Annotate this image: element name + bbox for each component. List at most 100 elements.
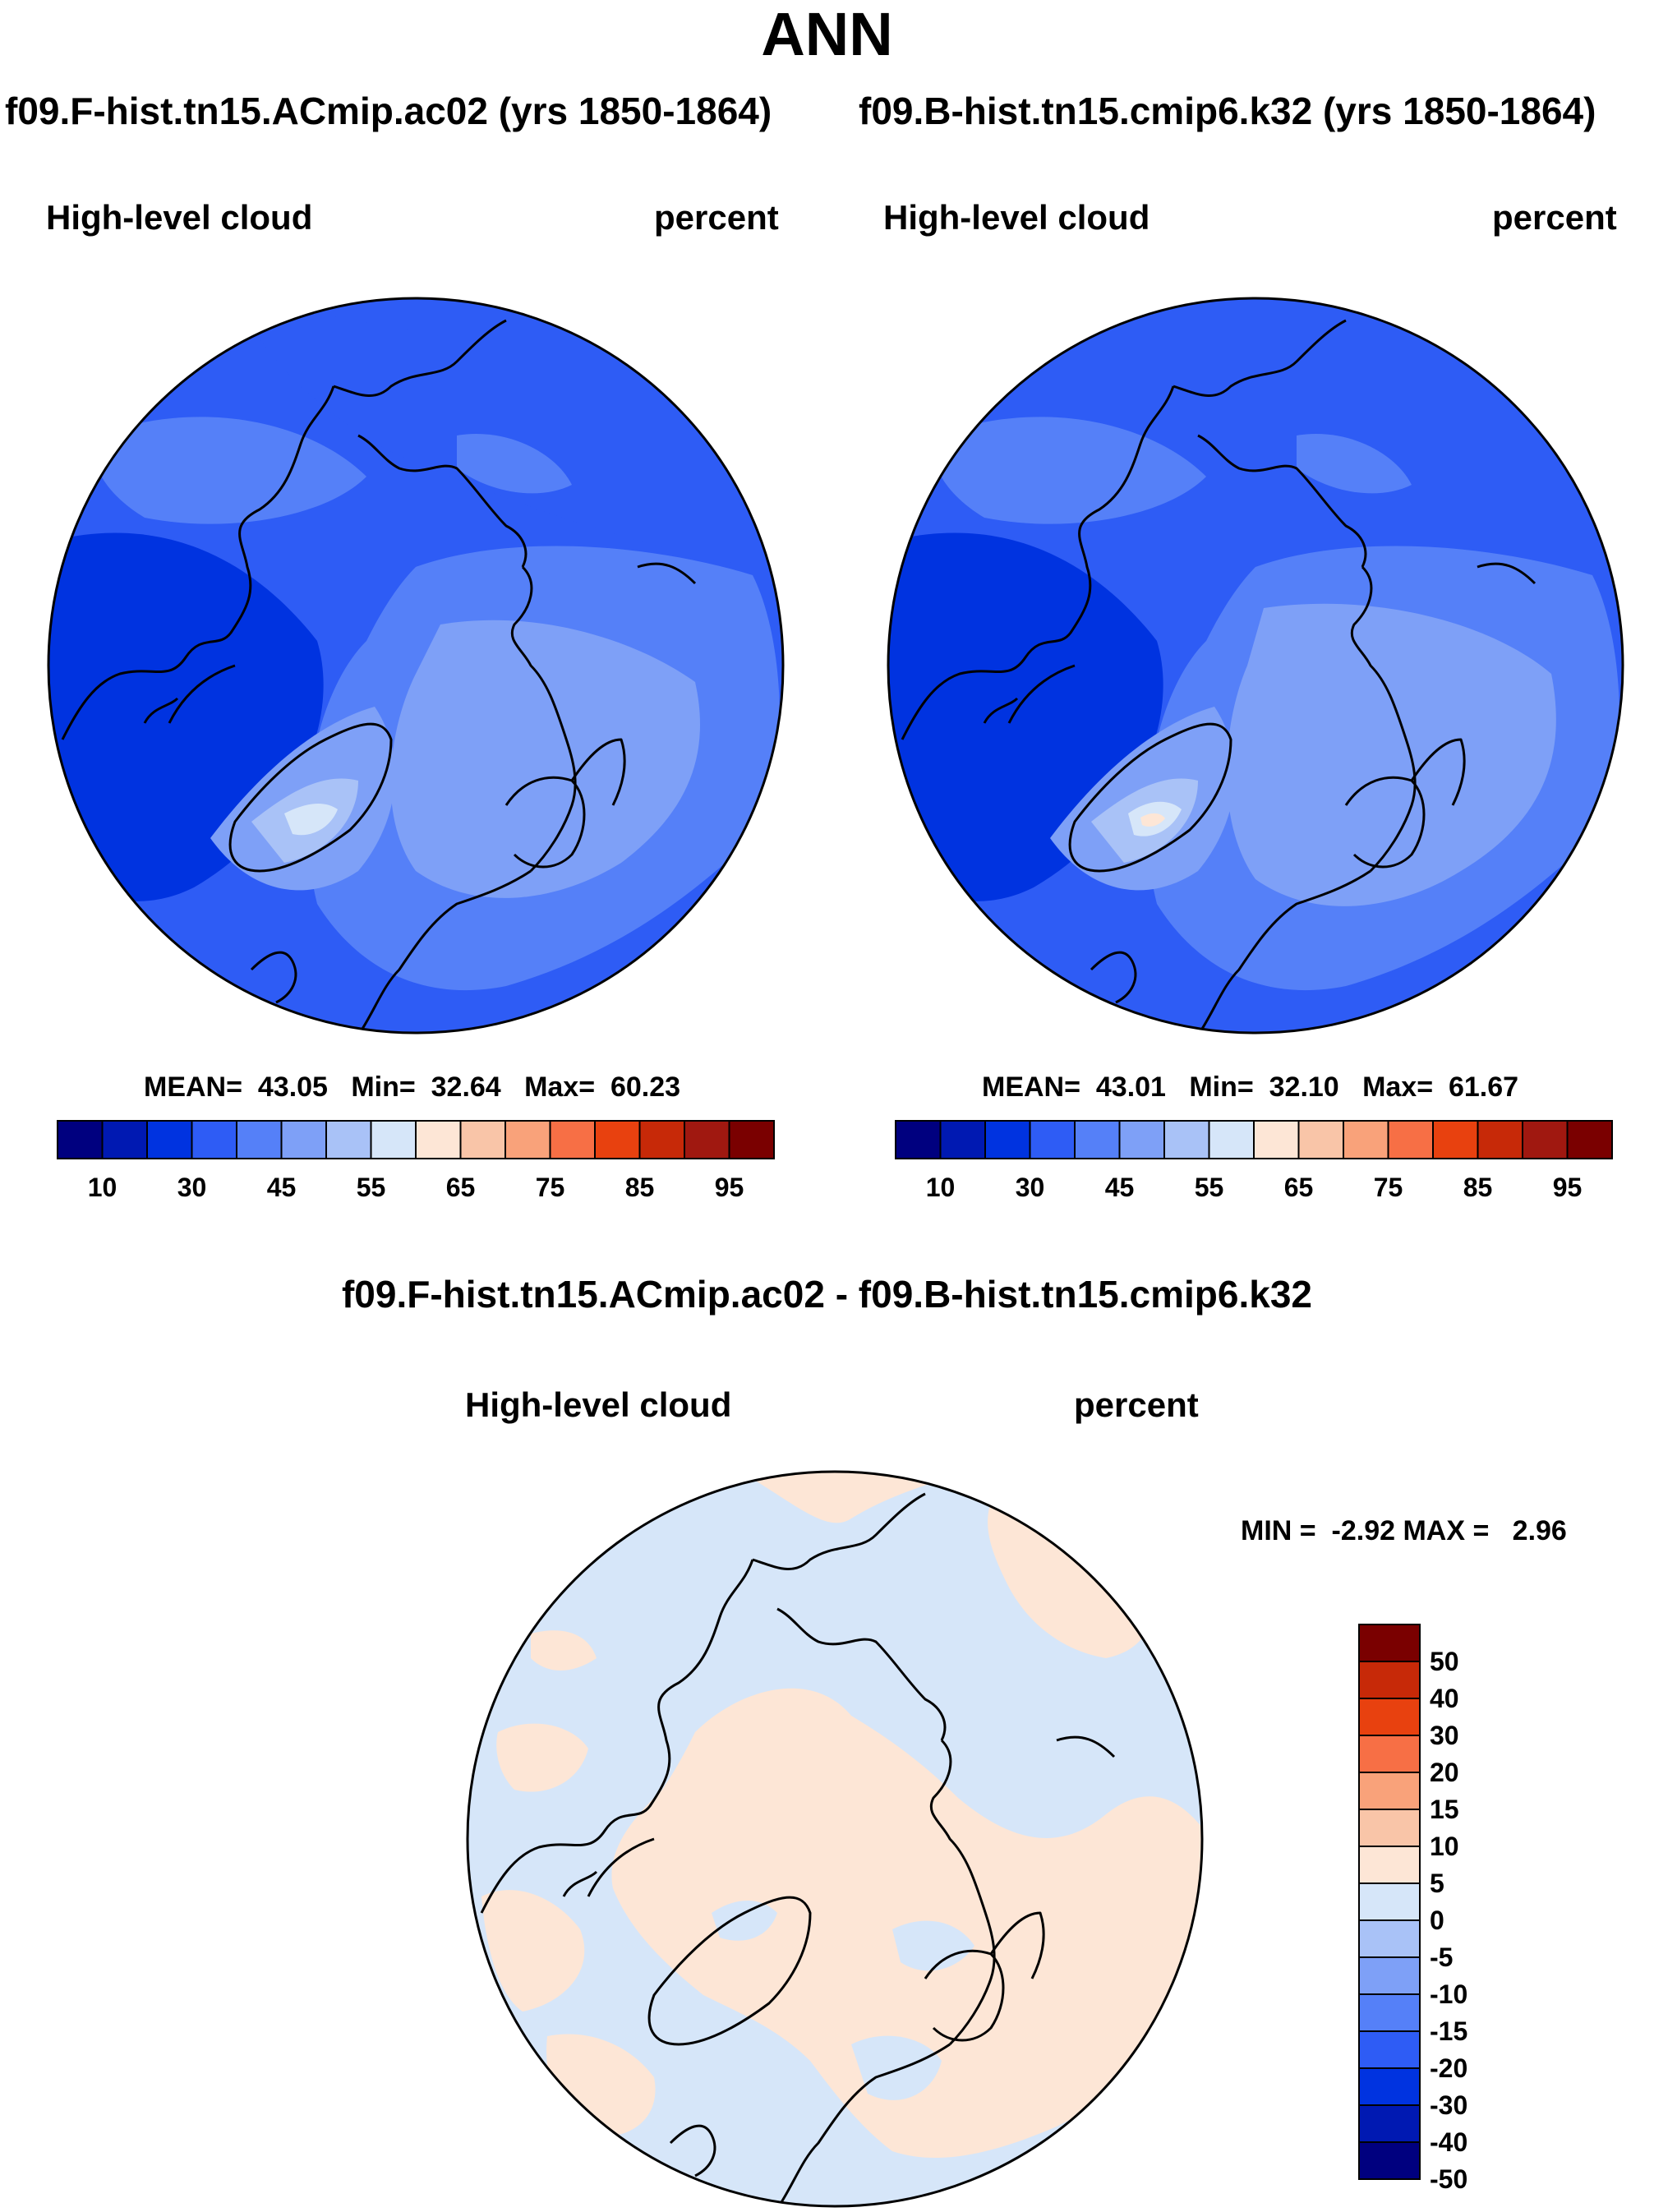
colorbar-tick-label: 55 xyxy=(357,1173,386,1202)
colorbar-tick-label: -40 xyxy=(1430,2127,1467,2157)
panel1-polar-map xyxy=(47,297,785,1035)
colorbar-tick-label: 45 xyxy=(1105,1173,1135,1202)
colorbar-swatch xyxy=(459,1120,506,1159)
colorbar-swatch xyxy=(549,1120,596,1159)
panel1-colorbar: 10 30 45 55 65 75 85 95 xyxy=(57,1120,775,1202)
colorbar-tick-label: 55 xyxy=(1195,1173,1224,1202)
colorbar-swatch xyxy=(1163,1120,1210,1159)
panel1-max-value: 60.23 xyxy=(610,1071,681,1103)
colorbar-swatch xyxy=(1358,1919,1421,1958)
colorbar-tick-label: 95 xyxy=(1553,1173,1583,1202)
diff-colorbar-swatches xyxy=(1358,1624,1421,2180)
colorbar-tick-label: -20 xyxy=(1430,2053,1467,2083)
colorbar-swatch xyxy=(1358,1661,1421,1699)
colorbar-swatch xyxy=(1358,1735,1421,1773)
colorbar-swatch xyxy=(684,1120,730,1159)
colorbar-tick-label: 75 xyxy=(1374,1173,1403,1202)
colorbar-swatch xyxy=(1522,1120,1569,1159)
panel2-mean-label: MEAN= xyxy=(982,1071,1080,1103)
colorbar-swatch xyxy=(146,1120,193,1159)
colorbar-swatch xyxy=(1566,1120,1613,1159)
panel2-colorbar-swatches xyxy=(895,1120,1613,1159)
colorbar-swatch xyxy=(1118,1120,1165,1159)
colorbar-tick-label: 85 xyxy=(1463,1173,1493,1202)
colorbar-swatch xyxy=(1358,1883,1421,1921)
panel2-mean-value: 43.01 xyxy=(1095,1071,1166,1103)
panel2-units-label: percent xyxy=(1492,198,1617,237)
colorbar-swatch xyxy=(1387,1120,1434,1159)
panel2-min-label: Min= xyxy=(1189,1071,1254,1103)
colorbar-swatch xyxy=(1029,1120,1076,1159)
colorbar-tick-label: 75 xyxy=(536,1173,565,1202)
colorbar-swatch xyxy=(1432,1120,1479,1159)
panel2-max-label: Max= xyxy=(1362,1071,1434,1103)
colorbar-tick-label: 65 xyxy=(1284,1173,1314,1202)
colorbar-swatch xyxy=(984,1120,1031,1159)
colorbar-swatch xyxy=(1358,1624,1421,1662)
colorbar-swatch xyxy=(1074,1120,1121,1159)
colorbar-swatch xyxy=(325,1120,372,1159)
colorbar-tick-label: -5 xyxy=(1430,1942,1453,1972)
colorbar-swatch xyxy=(895,1120,942,1159)
panel2-colorbar-labels: 10 30 45 55 65 75 85 95 xyxy=(926,1173,1583,1202)
colorbar-swatch xyxy=(1208,1120,1255,1159)
panel2-run-title: f09.B-hist.tn15.cmip6.k32 (yrs 1850-1864… xyxy=(859,90,1596,132)
diff-title: f09.F-hist.tn15.ACmip.ac02 - f09.B-hist.… xyxy=(341,1273,1313,1316)
colorbar-tick-label: 10 xyxy=(926,1173,956,1202)
colorbar-swatch xyxy=(728,1120,775,1159)
colorbar-tick-label: -50 xyxy=(1430,2164,1467,2194)
colorbar-tick-label: 95 xyxy=(715,1173,744,1202)
colorbar-swatch xyxy=(57,1120,104,1159)
panel1-stats: MEAN= 43.05 Min= 32.64 Max= 60.23 xyxy=(144,1071,680,1104)
colorbar-swatch xyxy=(1358,1698,1421,1736)
panel1-colorbar-labels: 10 30 45 55 65 75 85 95 xyxy=(88,1173,744,1202)
colorbar-tick-label: 40 xyxy=(1430,1684,1459,1713)
colorbar-swatch xyxy=(594,1120,641,1159)
colorbar-tick-label: 45 xyxy=(267,1173,297,1202)
colorbar-swatch xyxy=(1358,1956,1421,1995)
colorbar-swatch xyxy=(101,1120,148,1159)
panel1-max-label: Max= xyxy=(524,1071,596,1103)
colorbar-tick-label: 20 xyxy=(1430,1758,1459,1787)
colorbar-swatch xyxy=(1477,1120,1523,1159)
colorbar-swatch xyxy=(236,1120,283,1159)
panel1-run-title: f09.F-hist.tn15.ACmip.ac02 (yrs 1850-186… xyxy=(5,90,772,132)
colorbar-swatch xyxy=(1358,2067,1421,2106)
colorbar-swatch xyxy=(191,1120,237,1159)
colorbar-swatch xyxy=(1358,2141,1421,2180)
colorbar-tick-label: 30 xyxy=(1016,1173,1045,1202)
panel1-colorbar-swatches xyxy=(57,1120,775,1159)
colorbar-swatch xyxy=(1358,1809,1421,1847)
colorbar-swatch xyxy=(1358,2030,1421,2069)
colorbar-tick-label: 0 xyxy=(1430,1906,1444,1935)
diff-units-label: percent xyxy=(1074,1385,1199,1424)
panel2-variable-label: High-level cloud xyxy=(883,198,1150,237)
colorbar-swatch xyxy=(1358,2104,1421,2143)
colorbar-tick-label: 85 xyxy=(625,1173,655,1202)
panel1-min-value: 32.64 xyxy=(431,1071,501,1103)
panel2-colorbar: 10 30 45 55 65 75 85 95 xyxy=(895,1120,1613,1202)
panel1-variable-label: High-level cloud xyxy=(46,198,313,237)
panel2-polar-map xyxy=(887,297,1624,1035)
panel1-mean-label: MEAN= xyxy=(144,1071,242,1103)
colorbar-swatch xyxy=(1358,1846,1421,1884)
panel2-max-value: 61.67 xyxy=(1448,1071,1519,1103)
colorbar-swatch xyxy=(1358,1772,1421,1810)
colorbar-swatch xyxy=(1358,1993,1421,2032)
panel1-units-label: percent xyxy=(654,198,779,237)
colorbar-swatch xyxy=(1343,1120,1389,1159)
panel1-min-label: Min= xyxy=(351,1071,416,1103)
colorbar-swatch xyxy=(939,1120,986,1159)
colorbar-tick-label: 10 xyxy=(88,1173,117,1202)
colorbar-swatch xyxy=(504,1120,551,1159)
panel1-mean-value: 43.05 xyxy=(257,1071,328,1103)
colorbar-tick-label: 15 xyxy=(1430,1795,1459,1824)
diff-minmax: MIN = -2.92 MAX = 2.96 xyxy=(1241,1515,1567,1546)
colorbar-swatch xyxy=(638,1120,685,1159)
diff-variable-label: High-level cloud xyxy=(465,1385,732,1424)
colorbar-tick-label: 30 xyxy=(177,1173,207,1202)
colorbar-tick-label: 10 xyxy=(1430,1832,1459,1861)
colorbar-tick-label: -30 xyxy=(1430,2090,1467,2120)
